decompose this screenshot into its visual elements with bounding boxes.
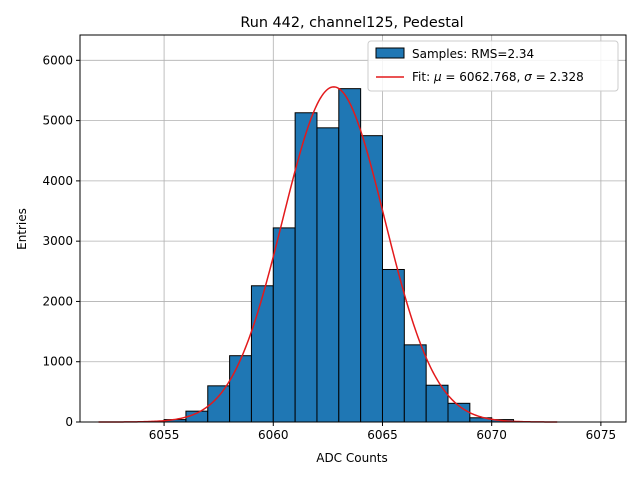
y-tick-label: 2000 [42,294,73,308]
x-tick-label: 6060 [258,428,289,442]
histogram-bars [163,88,515,423]
fit-curve [98,86,558,423]
x-tick-label: 6055 [149,428,180,442]
legend-fit-label: Fit: μ = 6062.768, σ = 2.328 [412,70,584,84]
fit-curve-group [98,86,558,423]
legend-box [367,40,619,92]
y-tick-label: 1000 [42,355,73,369]
histogram-bar [229,355,252,423]
x-tick-label: 6065 [367,428,398,442]
y-tick-label: 5000 [42,114,73,128]
legend-fit-mu-symbol: μ [433,70,442,84]
y-tick-label: 6000 [42,53,73,67]
y-tick-label: 3000 [42,234,73,248]
histogram-bar [250,285,274,423]
chart-title: Run 442, channel125, Pedestal [240,15,463,31]
histogram-bar [316,127,340,423]
x-axis-label: ADC Counts [316,451,388,465]
histogram-bar [272,227,296,423]
y-tick-label: 4000 [42,174,73,188]
plot-frame [79,34,627,423]
x-tick-label: 6075 [586,428,617,442]
histogram-bar [360,135,383,423]
x-tick-label: 6070 [476,428,507,442]
histogram-bar [381,268,405,423]
y-axis-ticks: 0 1000 2000 3000 4000 5000 6000 [42,53,80,429]
x-axis-ticks: 6055 6060 6065 6070 6075 [149,422,616,442]
y-axis-label: Entries [15,208,29,250]
histogram-bar [403,344,427,423]
legend: Samples: RMS=2.34 Fit: μ = 6062.768, σ =… [367,40,619,92]
y-tick-label: 0 [65,415,73,429]
legend-samples-swatch [375,47,405,59]
legend-fit-prefix: Fit: [412,70,434,84]
legend-fit-sigma-value: = 2.328 [532,70,584,84]
legend-fit-mu-value: = 6062.768, [442,70,525,84]
histogram-bar [338,88,362,423]
legend-samples-label: Samples: RMS=2.34 [412,47,534,61]
legend-fit-sigma-symbol: σ [524,70,532,84]
